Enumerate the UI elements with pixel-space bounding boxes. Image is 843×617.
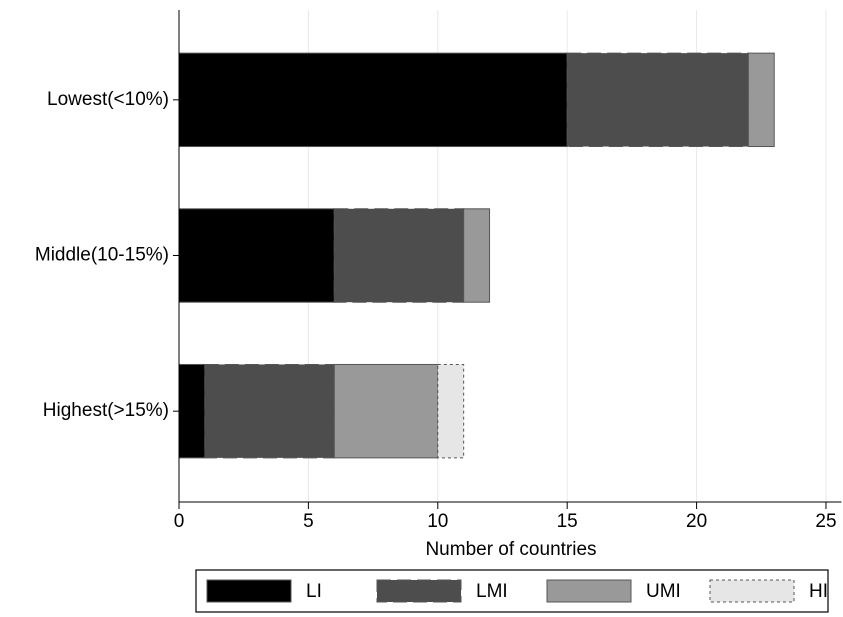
bar-segment — [747, 52, 775, 148]
y-tick-label: Lowest(<10%) — [47, 89, 169, 110]
bar-segment — [178, 208, 335, 303]
bar-segment — [333, 363, 439, 459]
bar-segment — [333, 208, 465, 303]
x-tick-label: 20 — [686, 511, 707, 532]
bar-segment — [463, 208, 491, 303]
x-tick-label: 0 — [174, 511, 185, 532]
legend-label: LMI — [476, 581, 508, 602]
legend-swatch — [206, 579, 292, 603]
x-tick-label: 15 — [557, 511, 578, 532]
x-tick-label: 5 — [303, 511, 314, 532]
legend-label: UMI — [646, 581, 681, 602]
legend-swatch — [376, 579, 462, 603]
y-tick-label: Highest(>15%) — [43, 400, 169, 421]
legend-label: LI — [306, 581, 322, 602]
x-tick-label: 10 — [427, 511, 448, 532]
x-tick-label: 25 — [815, 511, 836, 532]
bar-segment — [178, 52, 568, 148]
legend-label: HI — [809, 581, 828, 602]
bar-segment — [178, 363, 206, 459]
bar-segment — [566, 52, 749, 148]
bar-segment — [204, 363, 335, 459]
bar-segment — [437, 363, 465, 459]
x-axis-label: Number of countries — [425, 539, 596, 560]
legend-swatch — [546, 579, 632, 603]
legend-swatch — [709, 579, 795, 603]
y-tick-label: Middle(10-15%) — [35, 245, 169, 266]
